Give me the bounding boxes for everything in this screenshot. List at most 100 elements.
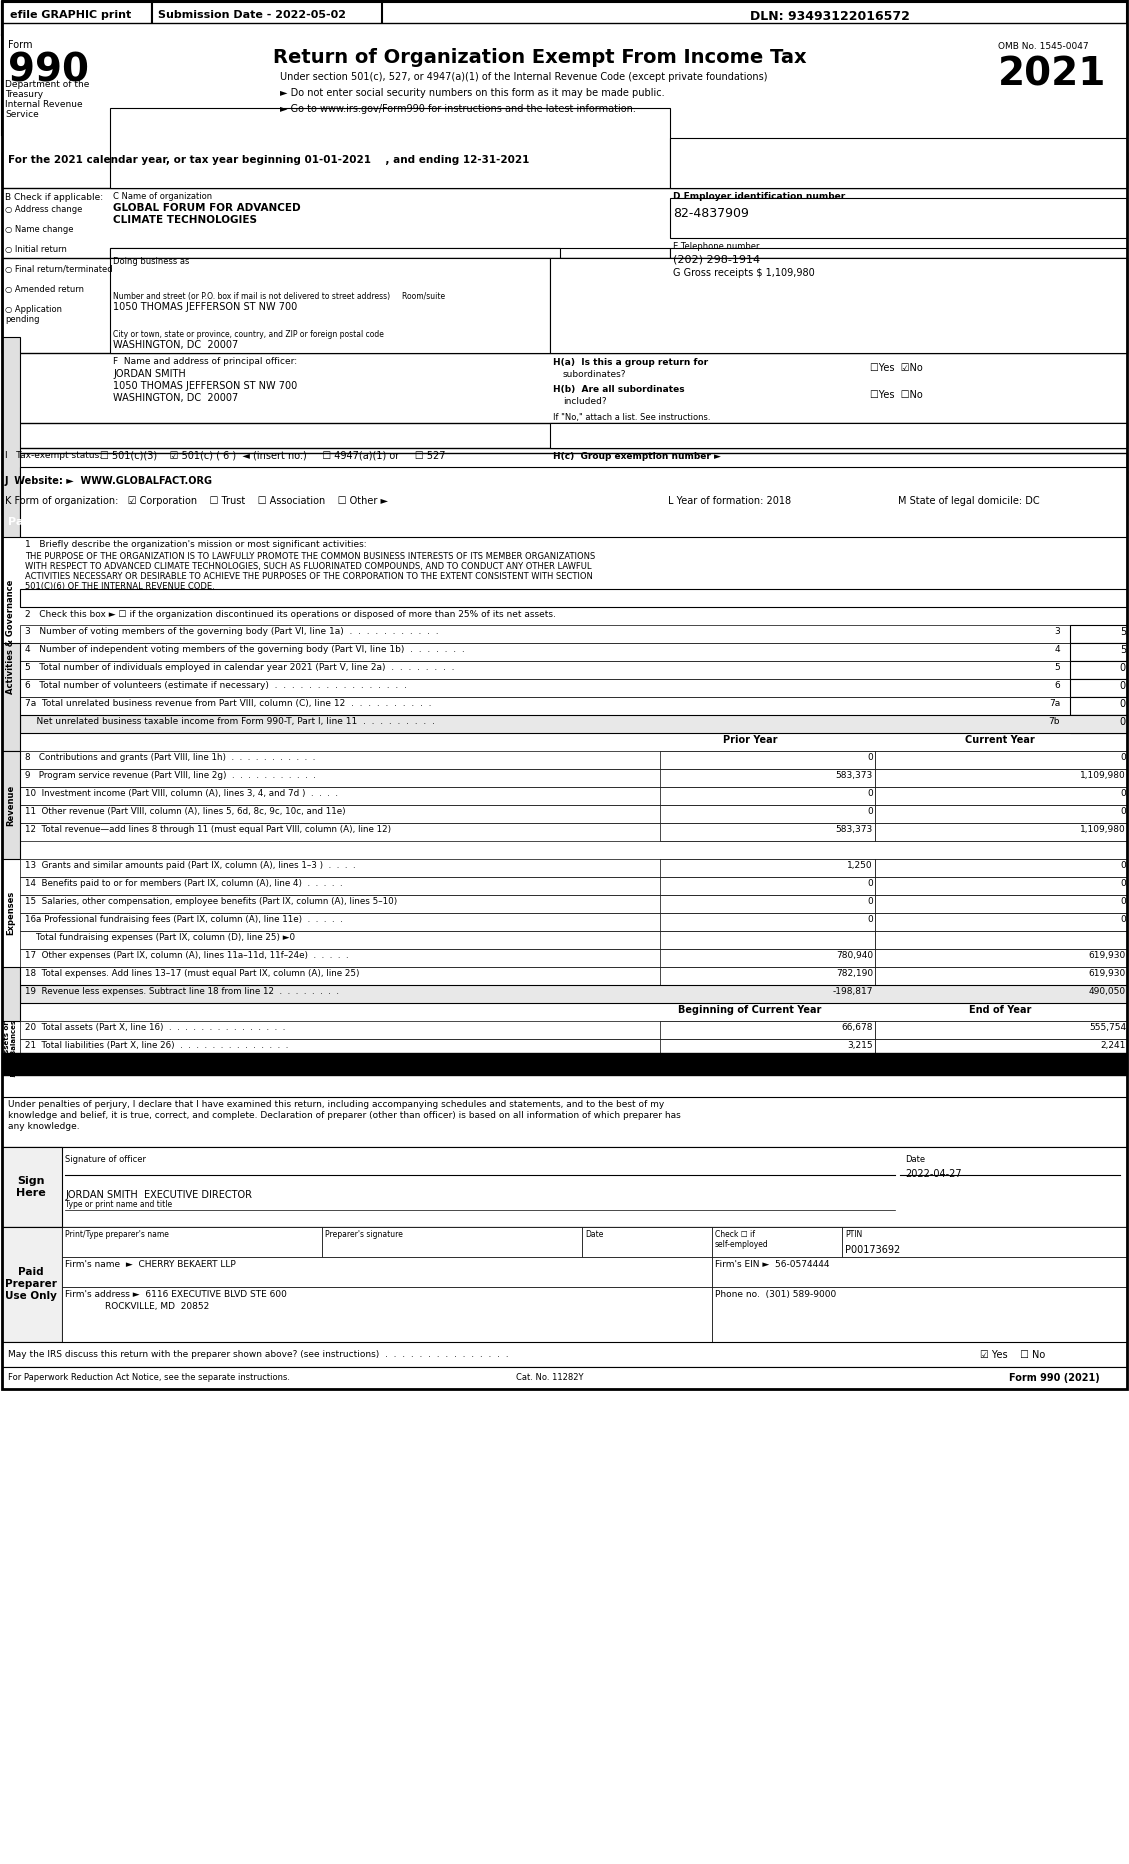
- Text: WASHINGTON, DC  20007: WASHINGTON, DC 20007: [113, 339, 238, 350]
- Text: City or town, state or province, country, and ZIP or foreign postal code: City or town, state or province, country…: [113, 330, 384, 339]
- Bar: [2, 0, 1127, 1389]
- Text: 583,373: 583,373: [835, 826, 873, 833]
- Text: 3: 3: [1054, 626, 1060, 636]
- Text: (202) 298-1914: (202) 298-1914: [673, 255, 760, 265]
- Text: May the IRS discuss this return with the preparer shown above? (see instructions: May the IRS discuss this return with the…: [8, 1350, 509, 1359]
- Text: ☐ 501(c)(3)    ☑ 501(c) ( 6 )  ◄ (insert no.)     ☐ 4947(a)(1) or     ☐ 527: ☐ 501(c)(3) ☑ 501(c) ( 6 ) ◄ (insert no.…: [100, 451, 446, 460]
- Bar: [712, 1227, 842, 1256]
- Text: 2021: 2021: [998, 56, 1106, 93]
- Text: Current Year: Current Year: [965, 734, 1035, 746]
- Text: 583,373: 583,373: [835, 772, 873, 779]
- Text: 555,754: 555,754: [1088, 1023, 1126, 1033]
- Text: Paid
Preparer
Use Only: Paid Preparer Use Only: [5, 1268, 56, 1301]
- Text: -198,817: -198,817: [832, 988, 873, 995]
- Bar: [875, 913, 1127, 930]
- Text: WASHINGTON, DC  20007: WASHINGTON, DC 20007: [113, 393, 238, 403]
- Text: F  Name and address of principal officer:: F Name and address of principal officer:: [113, 358, 297, 365]
- Text: 2   Check this box ► ☐ if the organization discontinued its operations or dispos: 2 Check this box ► ☐ if the organization…: [25, 610, 555, 619]
- Bar: [110, 257, 550, 352]
- Text: ► Go to www.irs.gov/Form990 for instructions and the latest information.: ► Go to www.irs.gov/Form990 for instruct…: [280, 104, 636, 114]
- Text: Open to Public
Inspection: Open to Public Inspection: [1015, 116, 1106, 136]
- Bar: [2, 153, 1127, 170]
- Bar: [20, 984, 1127, 1003]
- Text: 1,109,980: 1,109,980: [1080, 826, 1126, 833]
- Text: 7a  Total unrelated business revenue from Part VIII, column (C), line 12  .  .  : 7a Total unrelated business revenue from…: [25, 699, 431, 708]
- Text: Sign
Here: Sign Here: [16, 1176, 46, 1199]
- Text: ☐Yes  ☑No: ☐Yes ☑No: [870, 363, 922, 373]
- Text: M State of legal domicile: DC: M State of legal domicile: DC: [898, 496, 1040, 505]
- Text: E Telephone number: E Telephone number: [673, 242, 760, 252]
- Bar: [95, 35, 995, 134]
- Text: 82-4837909: 82-4837909: [673, 207, 749, 220]
- Bar: [550, 257, 1127, 352]
- Text: 20  Total assets (Part X, line 16)  .  .  .  .  .  .  .  .  .  .  .  .  .  .  .: 20 Total assets (Part X, line 16) . . . …: [25, 1023, 286, 1033]
- Text: 0: 0: [1120, 897, 1126, 906]
- Bar: [2, 1227, 1127, 1342]
- Text: P00173692: P00173692: [844, 1245, 900, 1254]
- Bar: [712, 1256, 1127, 1286]
- Text: 9   Program service revenue (Part VIII, line 2g)  .  .  .  .  .  .  .  .  .  .  : 9 Program service revenue (Part VIII, li…: [25, 772, 316, 779]
- Bar: [20, 643, 1127, 662]
- Bar: [875, 770, 1127, 787]
- Text: Prior Year: Prior Year: [723, 734, 777, 746]
- Text: 0: 0: [1120, 915, 1126, 925]
- Text: Type or print name and title: Type or print name and title: [65, 1200, 172, 1210]
- Bar: [20, 859, 1127, 876]
- Bar: [660, 1038, 875, 1057]
- Bar: [875, 1057, 1127, 1076]
- Bar: [20, 662, 1127, 678]
- Text: 4   Number of independent voting members of the governing body (Part VI, line 1b: 4 Number of independent voting members o…: [25, 645, 465, 654]
- Bar: [20, 468, 1127, 537]
- Text: If "No," attach a list. See instructions.: If "No," attach a list. See instructions…: [553, 414, 710, 421]
- Bar: [660, 876, 875, 895]
- Text: 7a: 7a: [1049, 699, 1060, 708]
- Bar: [2, 1098, 1127, 1146]
- Text: ☑ Yes    ☐ No: ☑ Yes ☐ No: [980, 1350, 1045, 1361]
- Text: JORDAN SMITH  EXECUTIVE DIRECTOR: JORDAN SMITH EXECUTIVE DIRECTOR: [65, 1189, 252, 1200]
- Text: C Name of organization: C Name of organization: [113, 192, 212, 201]
- Text: ○ Application
pending: ○ Application pending: [5, 306, 62, 324]
- Text: 5: 5: [1054, 664, 1060, 673]
- Bar: [2, 1342, 1127, 1366]
- Text: 1050 THOMAS JEFFERSON ST NW 700: 1050 THOMAS JEFFERSON ST NW 700: [113, 302, 297, 311]
- Text: knowledge and belief, it is true, correct, and complete. Declaration of preparer: knowledge and belief, it is true, correc…: [8, 1111, 681, 1120]
- Text: Return of Organization Exempt From Income Tax: Return of Organization Exempt From Incom…: [273, 48, 807, 67]
- Text: 0: 0: [1120, 880, 1126, 887]
- Bar: [2, 492, 1127, 514]
- Text: 501(C)(6) OF THE INTERNAL REVENUE CODE.: 501(C)(6) OF THE INTERNAL REVENUE CODE.: [25, 582, 215, 591]
- Text: 1,109,980: 1,109,980: [1080, 772, 1126, 779]
- Text: L Year of formation: 2018: L Year of formation: 2018: [668, 496, 791, 505]
- Bar: [875, 859, 1127, 876]
- Bar: [875, 876, 1127, 895]
- Text: D Employer identification number: D Employer identification number: [673, 192, 846, 201]
- Text: Beginning of Current Year: Beginning of Current Year: [679, 1005, 822, 1016]
- Bar: [20, 930, 1127, 949]
- Text: ○ Name change: ○ Name change: [5, 226, 73, 235]
- Bar: [110, 248, 560, 289]
- Bar: [660, 1057, 875, 1076]
- Text: Net Assets or
Fund Balances: Net Assets or Fund Balances: [5, 1020, 18, 1077]
- Text: Form 990 (2021): Form 990 (2021): [1009, 1374, 1100, 1383]
- Bar: [110, 108, 669, 188]
- Bar: [2, 472, 1127, 492]
- Bar: [660, 787, 875, 805]
- Bar: [550, 423, 1127, 447]
- Bar: [2, 423, 1127, 447]
- Text: Activities & Governance: Activities & Governance: [7, 580, 16, 693]
- Bar: [2, 643, 20, 751]
- Bar: [2, 2, 152, 35]
- Bar: [20, 876, 1127, 895]
- Bar: [875, 751, 1127, 770]
- Bar: [322, 1227, 583, 1256]
- Text: 6: 6: [1054, 680, 1060, 690]
- Bar: [1070, 643, 1127, 662]
- Text: 780,940: 780,940: [835, 951, 873, 960]
- Text: 1   Briefly describe the organization's mission or most significant activities:: 1 Briefly describe the organization's mi…: [25, 541, 367, 550]
- Text: 553,513: 553,513: [1088, 1059, 1126, 1068]
- Text: JORDAN SMITH: JORDAN SMITH: [113, 369, 186, 378]
- Text: Number and street (or P.O. box if mail is not delivered to street address)     R: Number and street (or P.O. box if mail i…: [113, 293, 445, 300]
- Bar: [20, 1038, 1127, 1057]
- Bar: [875, 787, 1127, 805]
- Text: 63,463: 63,463: [841, 1059, 873, 1068]
- Bar: [2, 337, 20, 537]
